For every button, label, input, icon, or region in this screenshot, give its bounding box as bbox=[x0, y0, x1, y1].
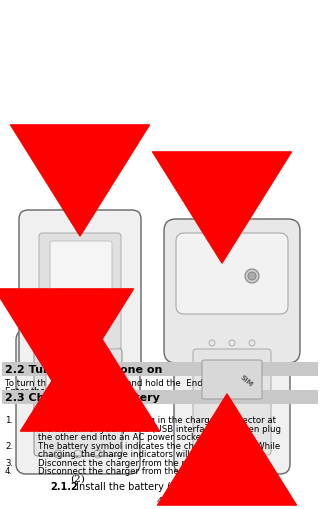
FancyBboxPatch shape bbox=[16, 330, 140, 474]
Bar bbox=[2, 362, 318, 376]
FancyBboxPatch shape bbox=[34, 348, 122, 456]
Text: b: b bbox=[98, 350, 102, 358]
Text: Disconnect the charger from the phone.: Disconnect the charger from the phone. bbox=[38, 458, 211, 467]
FancyBboxPatch shape bbox=[19, 211, 141, 372]
Text: (2): (2) bbox=[71, 474, 85, 483]
Circle shape bbox=[93, 347, 107, 361]
FancyBboxPatch shape bbox=[39, 234, 121, 349]
FancyBboxPatch shape bbox=[193, 349, 271, 455]
FancyBboxPatch shape bbox=[174, 330, 290, 474]
FancyBboxPatch shape bbox=[164, 219, 300, 363]
FancyBboxPatch shape bbox=[46, 350, 110, 419]
Text: the other end into an AC power socket.: the other end into an AC power socket. bbox=[38, 433, 207, 442]
Text: the bottom of your phone (USB interface) and then plug: the bottom of your phone (USB interface)… bbox=[38, 424, 281, 433]
FancyBboxPatch shape bbox=[202, 360, 262, 399]
Text: 2.1.2: 2.1.2 bbox=[50, 481, 78, 491]
Text: 2.3 Charging the Battery: 2.3 Charging the Battery bbox=[5, 392, 160, 402]
Text: 4: 4 bbox=[157, 496, 163, 505]
Text: (4): (4) bbox=[73, 369, 87, 378]
Text: (3): (3) bbox=[225, 474, 239, 483]
Text: Enter the PIN code if required.: Enter the PIN code if required. bbox=[5, 386, 135, 395]
Text: (5): (5) bbox=[225, 369, 239, 378]
Text: 3.: 3. bbox=[5, 458, 13, 467]
Text: The battery symbol indicates the charging status. While: The battery symbol indicates the chargin… bbox=[38, 441, 280, 450]
Bar bbox=[2, 390, 318, 404]
Text: charging, the charge indicators will scroll.: charging, the charge indicators will scr… bbox=[38, 449, 218, 459]
Text: 1.: 1. bbox=[5, 416, 13, 425]
Text: SIM: SIM bbox=[239, 373, 253, 387]
FancyBboxPatch shape bbox=[50, 242, 112, 303]
Text: 4.: 4. bbox=[5, 467, 13, 475]
Circle shape bbox=[245, 269, 259, 284]
Text: 2.: 2. bbox=[5, 441, 13, 450]
Text: To charge the battery, plug in the charger connector at: To charge the battery, plug in the charg… bbox=[38, 416, 276, 425]
Text: Install the battery (4 ) and back cover (5): Install the battery (4 ) and back cover … bbox=[73, 481, 279, 491]
Text: 2.2 Turning the phone on: 2.2 Turning the phone on bbox=[5, 364, 162, 374]
FancyBboxPatch shape bbox=[176, 234, 288, 315]
Text: Disconnect the charger from the AC power socket.: Disconnect the charger from the AC power… bbox=[38, 467, 256, 475]
Text: a: a bbox=[68, 393, 72, 401]
Circle shape bbox=[248, 272, 256, 280]
Text: To turn the phone on, press and hold the  End / Power key.: To turn the phone on, press and hold the… bbox=[5, 378, 257, 387]
Circle shape bbox=[63, 390, 77, 404]
